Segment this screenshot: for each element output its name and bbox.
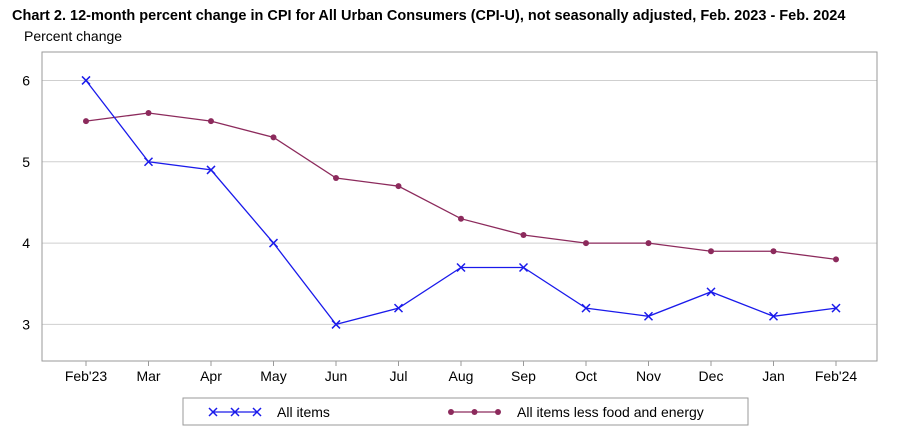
circle-marker	[471, 409, 478, 415]
data-point	[81, 75, 91, 85]
y-tick-label: 4	[22, 235, 30, 251]
data-point	[83, 118, 89, 125]
legend-label: All items less food and energy	[517, 404, 704, 420]
x-marker	[230, 407, 240, 417]
data-point	[268, 238, 279, 248]
circle-marker	[495, 409, 501, 415]
data-point	[643, 311, 654, 321]
data-point	[208, 118, 214, 125]
x-tick-label: Aug	[449, 368, 474, 384]
x-tick-label: Dec	[699, 368, 724, 384]
y-axis-label: Percent change	[24, 28, 123, 44]
data-point	[270, 134, 277, 141]
x-tick-label: Jan	[762, 368, 785, 384]
legend: All items All items less food and energy	[182, 397, 749, 426]
data-point	[645, 240, 652, 247]
series-line	[85, 112, 837, 260]
y-tick-label: 5	[22, 154, 30, 170]
x-tick-label: Jul	[390, 368, 408, 384]
x-tick-label: Apr	[200, 368, 222, 384]
data-point	[145, 109, 152, 116]
data-point	[583, 240, 589, 247]
data-point	[456, 262, 466, 273]
data-point	[581, 303, 591, 313]
data-point	[770, 248, 777, 255]
series-line	[85, 80, 837, 326]
data-point	[706, 287, 716, 297]
x-tick-label: Oct	[575, 368, 597, 384]
series-all-items	[81, 75, 841, 329]
plot-area	[41, 51, 878, 362]
x-tick-label: Mar	[136, 368, 160, 384]
x-marker	[252, 407, 262, 417]
data-point	[831, 303, 841, 313]
data-point	[331, 319, 341, 329]
data-point	[768, 311, 779, 321]
y-tick-label: 3	[22, 316, 30, 332]
x-tick-label: Jun	[325, 368, 348, 384]
data-point	[520, 231, 527, 238]
data-point	[393, 303, 404, 313]
data-point	[708, 248, 714, 255]
x-tick-label: Feb'24	[815, 368, 858, 384]
data-point	[143, 157, 154, 167]
data-point	[395, 183, 402, 190]
x-tick-label: Feb'23	[65, 368, 108, 384]
x-tick-label: Sep	[511, 368, 536, 384]
data-point	[458, 215, 464, 222]
x-tick-label: Nov	[636, 368, 661, 384]
data-point	[833, 256, 839, 263]
data-point	[333, 175, 339, 182]
chart-title: Chart 2. 12-month percent change in CPI …	[12, 8, 846, 24]
y-tick-label: 6	[22, 72, 30, 88]
x-tick-label: May	[260, 368, 286, 384]
data-point	[206, 165, 216, 175]
legend-label: All items	[277, 404, 330, 420]
series-all-items-less-food-and-energy	[83, 109, 839, 263]
data-point	[518, 262, 529, 273]
circle-marker	[448, 409, 454, 415]
x-marker	[208, 407, 218, 417]
